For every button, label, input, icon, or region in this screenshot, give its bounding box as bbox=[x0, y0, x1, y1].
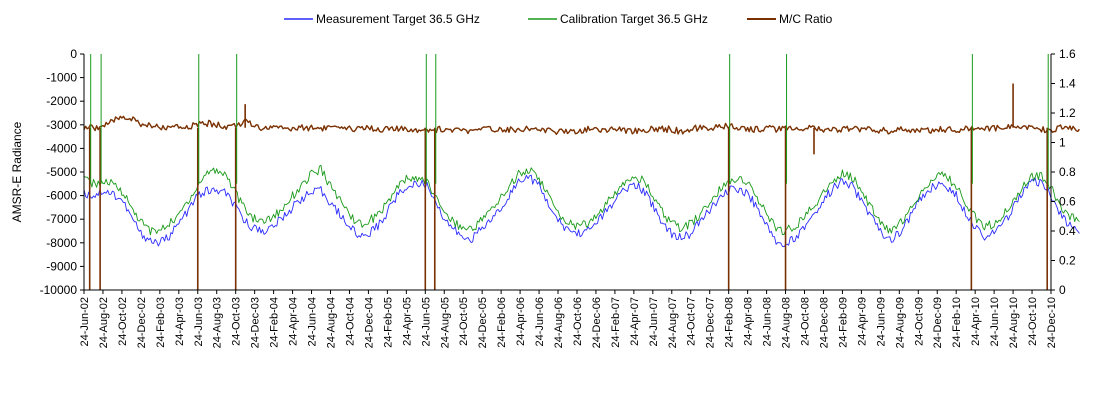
x-tick-label: 24-Feb-05 bbox=[382, 297, 394, 348]
x-tick-label: 24-Apr-09 bbox=[856, 297, 868, 346]
x-tick-label: 24-Dec-02 bbox=[136, 297, 148, 348]
x-tick-label: 24-Feb-10 bbox=[951, 297, 963, 348]
x-tick-label: 24-Jun-07 bbox=[648, 297, 660, 347]
x-tick-label: 24-Apr-10 bbox=[970, 297, 982, 346]
x-tick-label: 24-Apr-08 bbox=[743, 297, 755, 346]
y-tick-label-right: 0.8 bbox=[1059, 165, 1076, 179]
y-tick-label-left: -1000 bbox=[46, 71, 77, 85]
y-tick-label-left: -7000 bbox=[46, 212, 77, 226]
y-tick-label-right: 1.4 bbox=[1059, 77, 1076, 91]
x-tick-label: 24-Dec-04 bbox=[363, 297, 375, 348]
x-tick-label: 24-Feb-04 bbox=[269, 297, 281, 348]
x-tick-label: 24-Aug-02 bbox=[98, 297, 110, 348]
y-tick-label-right: 0.6 bbox=[1059, 195, 1076, 209]
x-tick-label: 24-Feb-07 bbox=[610, 297, 622, 348]
x-tick-label: 24-Feb-08 bbox=[724, 297, 736, 348]
y-tick-label-left: -6000 bbox=[46, 189, 77, 203]
y-tick-label-left: -5000 bbox=[46, 165, 77, 179]
x-tick-label: 24-Aug-06 bbox=[553, 297, 565, 348]
y-tick-label-right: 0 bbox=[1059, 283, 1066, 297]
x-tick-label: 24-Jun-10 bbox=[989, 297, 1001, 347]
x-tick-label: 24-Apr-04 bbox=[288, 297, 300, 346]
x-tick-label: 24-Apr-07 bbox=[629, 297, 641, 346]
x-tick-label: 24-Oct-06 bbox=[572, 297, 584, 346]
x-tick-label: 24-Aug-09 bbox=[894, 297, 906, 348]
plot-area bbox=[83, 54, 1080, 290]
x-tick-label: 24-Oct-03 bbox=[231, 297, 243, 346]
x-axis: 24-Jun-02 24-Aug-02 24-Oct-02 24-Dec-02 24-F… bbox=[79, 289, 1058, 348]
x-tick-label: 24-Dec-05 bbox=[477, 297, 489, 348]
legend-label-calibration: Calibration Target 36.5 GHz bbox=[560, 12, 708, 26]
x-tick-label: 24-Aug-07 bbox=[667, 297, 679, 348]
x-tick-label: 24-Dec-09 bbox=[932, 297, 944, 348]
x-tick-label: 24-Aug-05 bbox=[439, 297, 451, 348]
y-tick-label-left: -8000 bbox=[46, 236, 77, 250]
x-tick-label: 24-Oct-05 bbox=[458, 297, 470, 346]
x-tick-label: 24-Aug-08 bbox=[781, 297, 793, 348]
x-tick-label: 24-Oct-10 bbox=[1027, 297, 1039, 346]
x-tick-label: 24-Oct-04 bbox=[344, 297, 356, 346]
x-tick-label: 24-Dec-10 bbox=[1046, 297, 1058, 348]
y-tick-label-right: 1.2 bbox=[1059, 106, 1076, 120]
legend: Measurement Target 36.5 GHz Calibration … bbox=[284, 12, 833, 26]
y-tick-label-right: 0.4 bbox=[1059, 224, 1076, 238]
x-tick-label: 24-Oct-02 bbox=[117, 297, 129, 346]
x-tick-label: 24-Oct-09 bbox=[913, 297, 925, 346]
y-tick-label-left: -9000 bbox=[46, 259, 77, 273]
y-tick-label-left: -10000 bbox=[40, 283, 78, 297]
y-tick-label-right: 1.6 bbox=[1059, 47, 1076, 61]
x-tick-label: 24-Aug-04 bbox=[325, 297, 337, 348]
y-tick-label-right: 1 bbox=[1059, 136, 1066, 150]
x-tick-label: 24-Aug-03 bbox=[212, 297, 224, 348]
y-tick-label-left: -2000 bbox=[46, 94, 77, 108]
x-tick-label: 24-Oct-08 bbox=[800, 297, 812, 346]
x-tick-label: 24-Apr-05 bbox=[401, 297, 413, 346]
x-tick-label: 24-Apr-06 bbox=[515, 297, 527, 346]
x-tick-label: 24-Dec-03 bbox=[250, 297, 262, 348]
x-tick-label: 24-Jun-08 bbox=[762, 297, 774, 347]
x-tick-label: 24-Dec-08 bbox=[818, 297, 830, 348]
legend-label-ratio: M/C Ratio bbox=[779, 12, 833, 26]
legend-label-measurement: Measurement Target 36.5 GHz bbox=[316, 12, 480, 26]
x-tick-label: 24-Jun-09 bbox=[875, 297, 887, 347]
x-tick-label: 24-Jun-05 bbox=[420, 297, 432, 347]
x-tick-label: 24-Apr-03 bbox=[174, 297, 186, 346]
x-tick-label: 24-Feb-09 bbox=[837, 297, 849, 348]
y-axis-title: AMSR-E Radiance bbox=[10, 121, 24, 222]
x-tick-label: 24-Feb-03 bbox=[155, 297, 167, 348]
x-tick-label: 24-Aug-10 bbox=[1008, 297, 1020, 348]
y-axis-right: 1.6 1.4 1.2 1 0.8 0.6 0.4 0.2 0 bbox=[1050, 47, 1076, 297]
series-line-ratio bbox=[83, 115, 1080, 135]
x-tick-label: 24-Dec-07 bbox=[705, 297, 717, 348]
x-tick-label: 24-Feb-06 bbox=[496, 297, 508, 348]
x-tick-label: 24-Jun-02 bbox=[79, 297, 91, 347]
y-tick-label-left: -3000 bbox=[46, 118, 77, 132]
series-line-calibration bbox=[83, 164, 1080, 236]
x-tick-label: 24-Dec-06 bbox=[591, 297, 603, 348]
x-tick-label: 24-Jun-04 bbox=[307, 297, 319, 347]
y-tick-label-left: -4000 bbox=[46, 141, 77, 155]
series-line-measurement bbox=[83, 174, 1080, 248]
y-tick-label-left: 0 bbox=[70, 47, 77, 61]
y-tick-label-right: 0.2 bbox=[1059, 254, 1076, 268]
x-tick-label: 24-Jun-06 bbox=[534, 297, 546, 347]
x-tick-label: 24-Oct-07 bbox=[686, 297, 698, 346]
y-axis-left: 0 -1000 -2000 -3000 -4000 -5000 -6000 -7000 -800… bbox=[40, 47, 85, 297]
x-tick-label: 24-Jun-03 bbox=[193, 297, 205, 347]
